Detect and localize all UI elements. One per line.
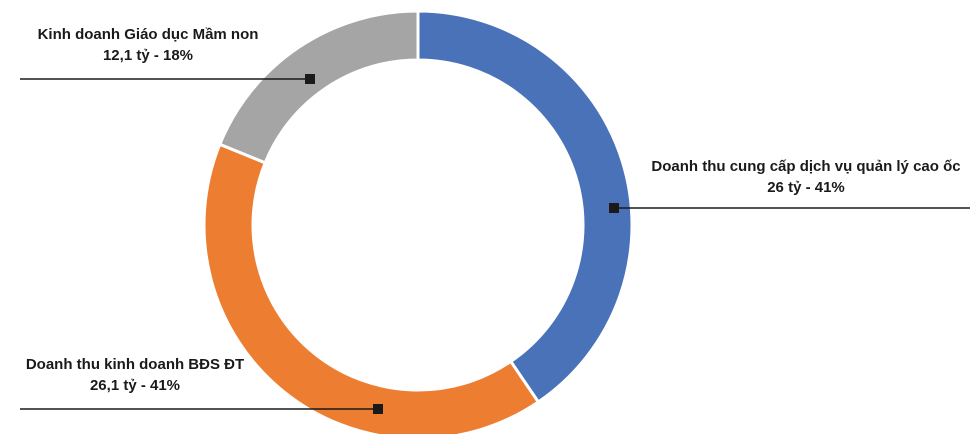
label-bds-name: Doanh thu kinh doanh BĐS ĐT (25, 356, 245, 373)
slice-giao-duc (217, 9, 420, 165)
label-quan-ly-cao-oc: Doanh thu cung cấp dịch vụ quản lý cao ố… (636, 156, 976, 198)
label-quan-ly-cao-oc-value: 26 tỷ - 41% (767, 179, 845, 196)
leader-giao-duc-marker (305, 74, 315, 84)
leader-bds-marker (373, 404, 383, 414)
label-giao-duc-value: 12,1 tỷ - 18% (102, 47, 194, 64)
label-giao-duc: Kinh doanh Giáo dục Mầm non 12,1 tỷ - 18… (18, 24, 278, 66)
label-bds: Doanh thu kinh doanh BĐS ĐT 26,1 tỷ - 41… (10, 354, 260, 396)
label-giao-duc-name: Kinh doanh Giáo dục Mầm non (37, 26, 259, 43)
leader-lines (20, 74, 970, 414)
slice-quan-ly-cao-oc (416, 9, 634, 405)
leader-quan-ly-cao-oc-marker (609, 203, 619, 213)
label-bds-value: 26,1 tỷ - 41% (89, 377, 181, 394)
label-quan-ly-cao-oc-name: Doanh thu cung cấp dịch vụ quản lý cao ố… (651, 158, 961, 175)
donut-slices (202, 9, 634, 439)
